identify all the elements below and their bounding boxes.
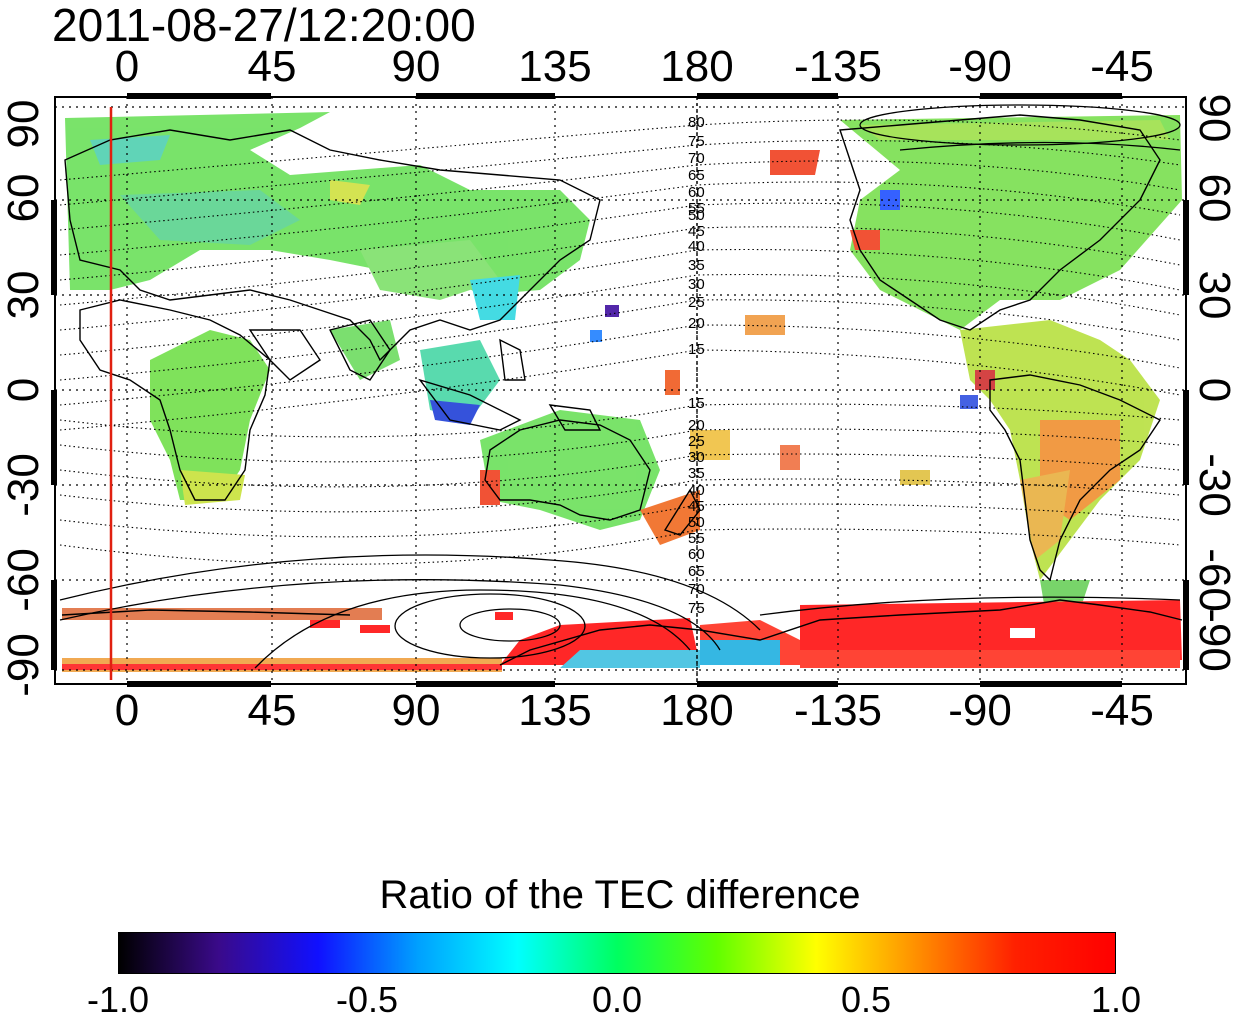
contour-label: 65 xyxy=(688,563,705,580)
lon-tick-bottom: -45 xyxy=(1090,686,1154,735)
contour-label: 25 xyxy=(688,433,705,450)
lon-tick-bottom: -90 xyxy=(948,686,1012,735)
contour-label: 35 xyxy=(688,465,705,482)
contour-label: 80 xyxy=(688,114,705,131)
lon-tick-top: 135 xyxy=(518,42,592,91)
lon-tick-bottom: -135 xyxy=(793,686,883,735)
contour-label: 30 xyxy=(688,276,705,293)
lon-tick-bottom: 90 xyxy=(391,686,441,735)
contour-label: 60 xyxy=(688,546,705,563)
colorbar-label: 0.0 xyxy=(591,979,643,1020)
colorbar-label: -0.5 xyxy=(335,979,399,1020)
lon-tick-bottom: 45 xyxy=(247,686,297,735)
tec-data-patches xyxy=(62,112,1182,672)
magnetic-contours xyxy=(59,119,1181,565)
contour-label: 40 xyxy=(688,482,705,499)
colorbar-label: -1.0 xyxy=(86,979,150,1020)
contour-label: 75 xyxy=(688,600,705,617)
map-timestamp: 2011-08-27/12:20:00 xyxy=(52,0,476,51)
contour-label: 40 xyxy=(688,238,705,255)
contour-label: 20 xyxy=(688,417,705,434)
contour-label: 35 xyxy=(688,257,705,274)
contour-label: 55 xyxy=(688,200,705,217)
contour-label: 20 xyxy=(688,315,705,332)
lon-tick-top: 45 xyxy=(247,42,297,91)
contour-label: 45 xyxy=(688,498,705,515)
contour-label: 70 xyxy=(688,150,705,167)
contour-label: 45 xyxy=(688,223,705,240)
lon-tick-top: -45 xyxy=(1090,42,1154,91)
lon-tick-bottom: 135 xyxy=(518,686,592,735)
contour-label: 30 xyxy=(688,449,705,466)
axis-tick-bars xyxy=(51,93,1189,687)
lon-tick-top: 0 xyxy=(114,42,140,91)
contour-label: 50 xyxy=(688,207,705,224)
lon-tick-top: 90 xyxy=(391,42,441,91)
colorbar-title: Ratio of the TEC difference xyxy=(379,873,861,917)
contour-label: 55 xyxy=(688,530,705,547)
contour-label: 15 xyxy=(688,341,705,358)
colorbar-label: 0.5 xyxy=(840,979,892,1020)
contour-label: 60 xyxy=(688,184,705,201)
contour-label: 25 xyxy=(688,294,705,311)
lon-tick-top: -90 xyxy=(948,42,1012,91)
contour-label: 70 xyxy=(688,581,705,598)
south-pole-contours xyxy=(59,104,1181,669)
colorbar xyxy=(118,932,1116,974)
contour-label: 15 xyxy=(688,395,705,412)
colorbar-label: 1.0 xyxy=(1090,979,1142,1020)
lon-tick-top: -135 xyxy=(793,42,883,91)
contour-label: 65 xyxy=(688,167,705,184)
contour-label: 75 xyxy=(688,133,705,150)
coastlines xyxy=(61,114,1183,666)
lon-tick-bottom: 180 xyxy=(660,686,734,735)
contour-label: 50 xyxy=(688,514,705,531)
lon-tick-top: 180 xyxy=(660,42,734,91)
lon-tick-bottom: 0 xyxy=(114,686,140,735)
